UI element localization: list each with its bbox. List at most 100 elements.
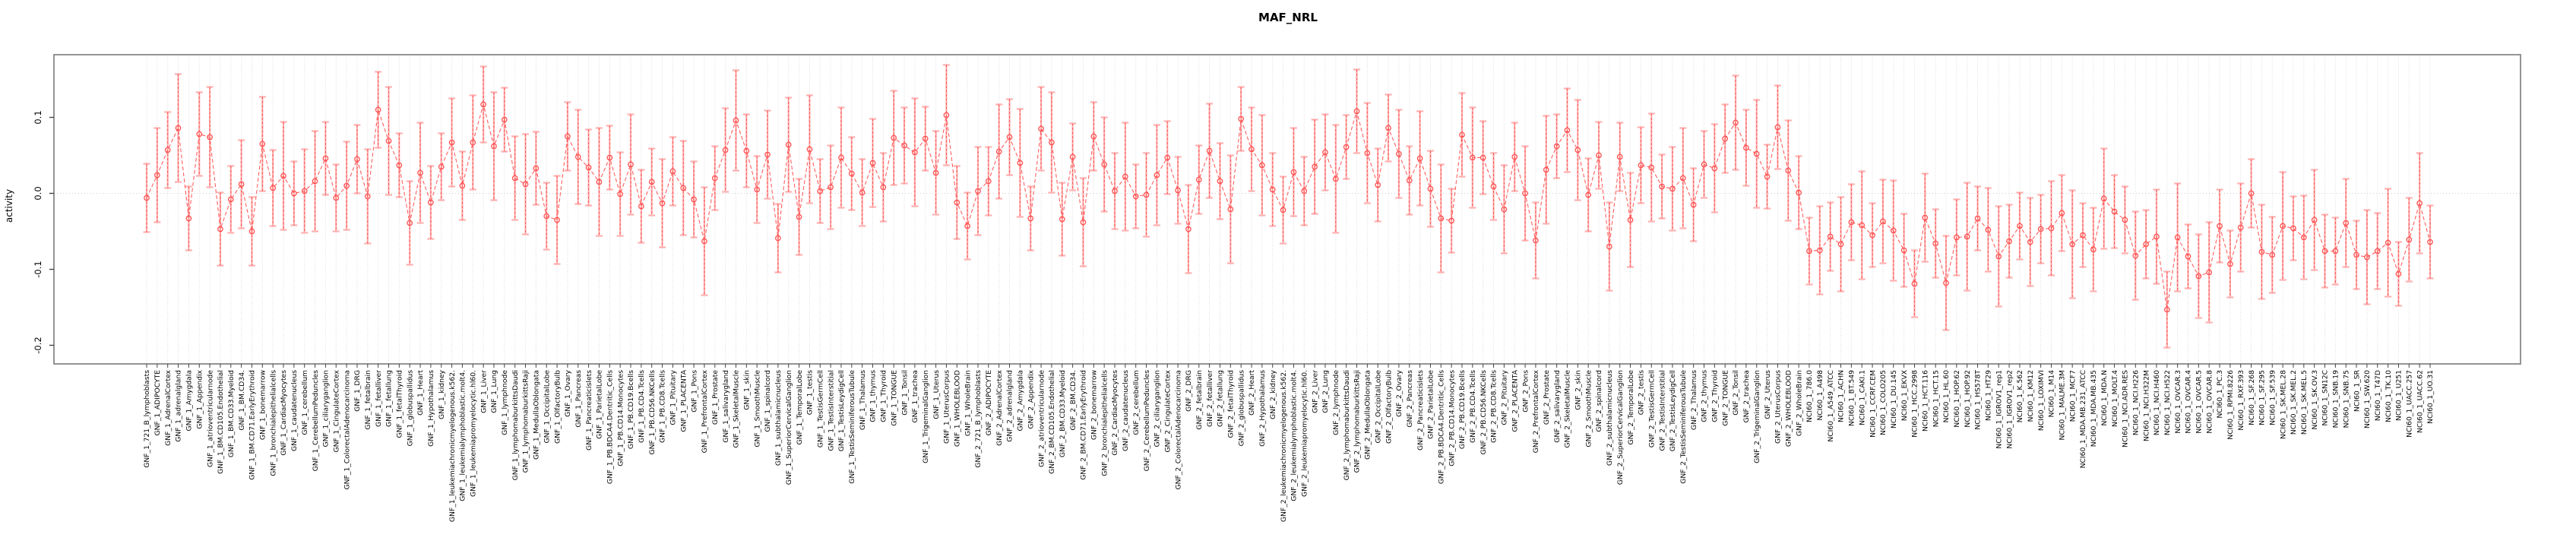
data-point xyxy=(1090,133,1097,140)
data-point xyxy=(932,169,939,176)
data-point xyxy=(438,163,445,170)
data-point xyxy=(1248,146,1255,153)
x-category-label: GNF_1_Pituitary xyxy=(669,369,678,425)
x-category-label: GNF_1_BM.CD71.EarlyErythroid xyxy=(248,370,257,480)
x-category-label: NCI60_1_SR xyxy=(2353,369,2361,412)
data-point xyxy=(2090,246,2097,253)
data-point xyxy=(1869,232,1875,239)
y-tick-label: -0.1 xyxy=(33,261,43,277)
data-point xyxy=(1017,160,1024,166)
data-point xyxy=(754,186,761,193)
x-category-label: GNF_1_ciliaryganglion xyxy=(322,370,331,447)
x-category-label: GNF_1_ADIPOCYTE xyxy=(153,370,162,436)
data-point xyxy=(1101,161,1108,168)
data-point xyxy=(1995,253,2002,260)
data-point xyxy=(375,106,381,113)
x-category-label: NCI60_1_UACC.257 xyxy=(2406,370,2414,438)
x-category-label: GNF_2_721_B_lymphoblasts xyxy=(974,370,983,468)
y-axis: 0.1 0.0 -0.1 -0.2 xyxy=(33,110,54,354)
data-point xyxy=(2080,232,2086,239)
data-point xyxy=(1195,176,1202,183)
data-point xyxy=(322,155,329,162)
data-point xyxy=(1501,206,1508,213)
data-point xyxy=(995,148,1002,155)
x-category-label: GNF_2_TestisGermCell xyxy=(1647,370,1656,447)
x-category-label: GNF_2_ADIPOCYTE xyxy=(985,370,993,436)
data-point xyxy=(2427,239,2433,245)
data-point xyxy=(1574,147,1581,153)
data-point xyxy=(1764,173,1771,180)
data-point xyxy=(585,164,592,171)
x-category-label: NCI60_1_NCI.ADR.RES xyxy=(2122,370,2130,447)
data-point xyxy=(459,182,466,189)
x-category-label: GNF_2_Thyroid xyxy=(1711,370,1720,422)
data-point xyxy=(1080,219,1087,226)
data-point xyxy=(491,143,497,150)
x-category-label: GNF_1_PB.CD19.Bcells xyxy=(627,370,635,449)
x-category-label: GNF_1_trachea xyxy=(911,370,919,422)
data-point xyxy=(301,188,308,194)
x-category-label: GNF_2_cerebellum xyxy=(1132,370,1141,435)
data-point xyxy=(2185,253,2191,260)
data-point xyxy=(533,165,540,172)
data-point xyxy=(407,220,413,226)
data-point xyxy=(648,179,655,185)
x-category-label: GNF_1_Pancreas xyxy=(574,370,583,428)
data-point xyxy=(2280,223,2286,229)
x-category-label: GNF_2_Pancreaticislets xyxy=(1416,370,1425,451)
data-point xyxy=(2416,200,2423,207)
data-point xyxy=(1880,218,1886,225)
x-category-label: GNF_2_WHOLEBLOOD xyxy=(1784,370,1793,447)
x-category-label: GNF_2_TestisSeminiferousTubule xyxy=(1679,370,1688,484)
data-point xyxy=(985,178,992,185)
x-category-label: NCI60_1_OVCAR.3 xyxy=(2174,370,2182,434)
x-category-label: GNF_1_Amygdala xyxy=(185,370,194,431)
x-category-label: GNF_2_Amygdala xyxy=(1017,370,1025,431)
x-category-label: GNF_1_fetallung xyxy=(385,370,394,427)
x-category-label: GNF_2_PB.CD14.Monocytes xyxy=(1448,370,1456,466)
x-category-label: NCI60_1_SN12C xyxy=(2321,370,2330,426)
data-point xyxy=(196,131,203,138)
x-category-label: GNF_1_leukemialymphoblastic.molt4. xyxy=(459,370,467,501)
x-category-label: GNF_2_PB.CD4.Tcells xyxy=(1469,370,1477,443)
x-category-label: GNF_2_Tonsil xyxy=(1732,370,1740,416)
data-point xyxy=(1459,131,1465,138)
data-point xyxy=(543,213,550,220)
y-tick-label: 0.0 xyxy=(33,186,43,200)
data-point xyxy=(1175,187,1181,194)
x-category-label: GNF_1_spinalcord xyxy=(764,370,772,432)
data-point xyxy=(2017,223,2023,229)
data-point xyxy=(743,147,750,154)
data-point xyxy=(691,196,697,203)
data-point xyxy=(448,139,455,146)
x-category-label: GNF_2_fetalliver xyxy=(1206,370,1214,427)
x-category-label: GNF_1_skin xyxy=(743,370,752,410)
x-category-label: GNF_1_PB.CD14.Monocytes xyxy=(616,370,625,466)
data-point xyxy=(975,188,981,194)
data-point xyxy=(2206,269,2213,276)
x-category-label: GNF_2_Hypothalamus xyxy=(1258,370,1267,447)
data-point xyxy=(1375,182,1381,188)
x-category-label: GNF_1_BM.CD105.Endothelial xyxy=(217,370,225,474)
data-point xyxy=(1490,183,1497,190)
data-point xyxy=(1206,147,1213,154)
data-point xyxy=(1364,150,1371,157)
x-category-label: NCI60_1_COLO205 xyxy=(1879,370,1888,435)
data-point xyxy=(606,154,613,161)
data-point xyxy=(1596,152,1602,159)
x-category-label: NCI60_1_HL.60 xyxy=(1942,370,1951,423)
data-point xyxy=(1932,240,1938,247)
data-point xyxy=(848,170,855,177)
data-point xyxy=(259,141,266,147)
data-point xyxy=(2311,217,2318,223)
data-point xyxy=(574,153,581,160)
x-category-label: NCI60_1_MALME.3M xyxy=(2059,370,2067,441)
data-point xyxy=(828,184,834,191)
data-point xyxy=(1059,216,1065,223)
x-category-label: GNF_1_Heart xyxy=(416,370,425,416)
data-point xyxy=(1343,144,1350,150)
x-category-label: GNF_1_TestisSeminiferousTubule xyxy=(848,370,856,484)
data-point xyxy=(291,190,297,197)
data-point xyxy=(1469,154,1476,161)
